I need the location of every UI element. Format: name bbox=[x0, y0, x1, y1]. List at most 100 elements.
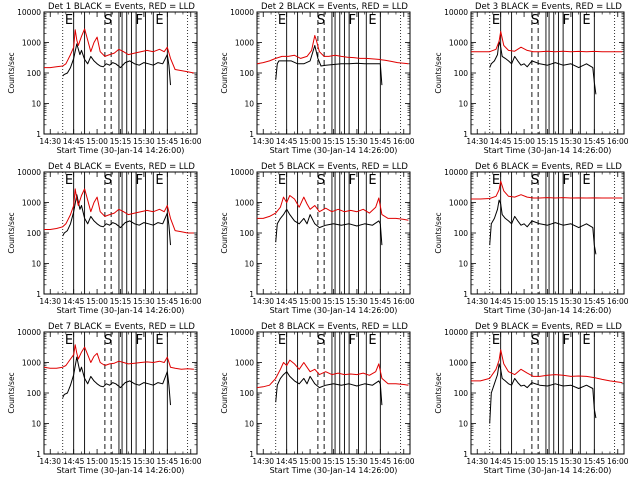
detector-panel-9: Det 9 BLACK = Events, RED = LLD 1 10 100 100… bbox=[434, 322, 629, 475]
y-tick-label: 100 bbox=[454, 389, 469, 398]
x-tick-label: 16:00 bbox=[180, 457, 202, 466]
x-tick-label: 14:30 bbox=[39, 297, 61, 306]
y-tick-label: 1000 bbox=[449, 199, 468, 208]
x-tick-label: 15:15 bbox=[537, 297, 559, 306]
y-axis-label: Counts/sec bbox=[7, 372, 16, 413]
segment-letter: E bbox=[65, 173, 73, 188]
y-tick-label: 100 bbox=[27, 389, 42, 398]
plot-frame bbox=[256, 171, 411, 295]
panel-title: Det 7 BLACK = Events, RED = LLD bbox=[48, 322, 195, 332]
y-tick-label: 1 bbox=[36, 290, 41, 299]
y-tick-label: 10000 bbox=[17, 168, 41, 177]
panel-title: Det 3 BLACK = Events, RED = LLD bbox=[475, 2, 622, 12]
x-tick-label: 15:30 bbox=[133, 137, 155, 146]
x-axis-label: Start Time (30-Jan-14 14:26:00) bbox=[57, 306, 185, 315]
segment-letter: F bbox=[348, 333, 355, 348]
detector-panel-1: Det 1 BLACK = Events, RED = LLD 1 10 100 100… bbox=[7, 2, 202, 155]
x-tick-label: 14:45 bbox=[276, 297, 298, 306]
y-tick-label: 1000 bbox=[449, 39, 468, 48]
y-tick-label: 1 bbox=[249, 130, 254, 139]
x-tick-label: 15:00 bbox=[513, 457, 535, 466]
events-series-line bbox=[62, 194, 171, 246]
y-tick-label: 100 bbox=[27, 229, 42, 238]
events-series-line bbox=[275, 371, 383, 406]
x-tick-label: 15:45 bbox=[370, 297, 392, 306]
x-tick-label: 15:00 bbox=[299, 297, 321, 306]
x-tick-label: 16:00 bbox=[607, 457, 629, 466]
x-tick-label: 16:00 bbox=[393, 137, 415, 146]
segment-letter: E bbox=[582, 173, 590, 188]
x-tick-label: 15:30 bbox=[560, 457, 582, 466]
x-tick-label: 14:45 bbox=[490, 297, 512, 306]
events-series-line bbox=[489, 40, 597, 95]
plot-frame bbox=[470, 171, 625, 295]
y-tick-label: 10 bbox=[244, 260, 254, 269]
x-tick-label: 15:15 bbox=[537, 137, 559, 146]
x-tick-label: 15:00 bbox=[299, 137, 321, 146]
plot-frame bbox=[470, 11, 625, 135]
lld-series-line bbox=[44, 188, 194, 234]
x-tick-label: 15:00 bbox=[299, 457, 321, 466]
x-tick-label: 15:30 bbox=[346, 297, 368, 306]
segment-letter: F bbox=[348, 173, 355, 188]
x-tick-label: 16:00 bbox=[180, 297, 202, 306]
y-axis-label: Counts/sec bbox=[220, 212, 229, 253]
x-tick-label: 14:30 bbox=[39, 457, 61, 466]
y-tick-label: 1000 bbox=[235, 199, 254, 208]
segment-letter: S bbox=[104, 13, 112, 28]
y-tick-label: 1000 bbox=[22, 39, 41, 48]
plot-frame bbox=[256, 331, 411, 455]
detector-panel-5: Det 5 BLACK = Events, RED = LLD 1 10 100 100… bbox=[220, 162, 415, 315]
segment-letter: F bbox=[562, 173, 569, 188]
y-axis-label: Counts/sec bbox=[434, 52, 443, 93]
x-tick-label: 16:00 bbox=[607, 137, 629, 146]
y-tick-label: 10 bbox=[458, 420, 468, 429]
y-tick-label: 1 bbox=[249, 290, 254, 299]
detector-panel-8: Det 8 BLACK = Events, RED = LLD 1 10 100 100… bbox=[220, 322, 415, 475]
y-tick-label: 10000 bbox=[444, 8, 468, 17]
y-axis-label: Counts/sec bbox=[434, 212, 443, 253]
y-tick-label: 100 bbox=[454, 229, 469, 238]
y-tick-label: 10 bbox=[458, 100, 468, 109]
y-axis-label: Counts/sec bbox=[220, 52, 229, 93]
x-tick-label: 15:45 bbox=[157, 297, 179, 306]
y-tick-label: 10000 bbox=[230, 168, 254, 177]
x-tick-label: 15:45 bbox=[157, 457, 179, 466]
x-tick-label: 14:45 bbox=[63, 137, 85, 146]
x-tick-label: 14:45 bbox=[276, 137, 298, 146]
panel-title: Det 5 BLACK = Events, RED = LLD bbox=[261, 162, 408, 172]
y-tick-label: 10000 bbox=[17, 8, 41, 17]
segment-letter: F bbox=[135, 173, 142, 188]
segment-letter: S bbox=[317, 13, 325, 28]
x-tick-label: 15:15 bbox=[110, 137, 132, 146]
y-tick-label: 10000 bbox=[230, 328, 254, 337]
x-axis-label: Start Time (30-Jan-14 14:26:00) bbox=[484, 146, 612, 155]
x-tick-label: 15:45 bbox=[370, 457, 392, 466]
x-tick-label: 15:45 bbox=[370, 137, 392, 146]
detector-panel-6: Det 6 BLACK = Events, RED = LLD 1 10 100 100… bbox=[434, 162, 629, 315]
segment-letter: S bbox=[531, 13, 539, 28]
y-tick-label: 100 bbox=[240, 229, 255, 238]
y-tick-label: 10 bbox=[244, 100, 254, 109]
x-tick-label: 15:45 bbox=[157, 137, 179, 146]
y-axis-label: Counts/sec bbox=[7, 212, 16, 253]
y-tick-label: 1 bbox=[36, 130, 41, 139]
y-tick-label: 1000 bbox=[235, 39, 254, 48]
y-tick-label: 1000 bbox=[449, 359, 468, 368]
y-tick-label: 10 bbox=[31, 420, 41, 429]
segment-letter: E bbox=[278, 13, 286, 28]
panel-title: Det 2 BLACK = Events, RED = LLD bbox=[261, 2, 408, 12]
segment-letter: E bbox=[582, 333, 590, 348]
y-axis-label: Counts/sec bbox=[434, 372, 443, 413]
segment-letter: S bbox=[317, 333, 325, 348]
segment-letter: E bbox=[155, 333, 163, 348]
detector-panel-7: Det 7 BLACK = Events, RED = LLD 1 10 100 100… bbox=[7, 322, 202, 475]
segment-letter: E bbox=[278, 333, 286, 348]
x-tick-label: 15:30 bbox=[133, 457, 155, 466]
x-axis-label: Start Time (30-Jan-14 14:26:00) bbox=[270, 306, 398, 315]
y-tick-label: 1 bbox=[36, 450, 41, 459]
lld-series-line bbox=[256, 359, 409, 389]
segment-letter: S bbox=[104, 333, 112, 348]
detector-panel-2: Det 2 BLACK = Events, RED = LLD 1 10 100 100… bbox=[220, 2, 415, 155]
segment-letter: E bbox=[155, 13, 163, 28]
